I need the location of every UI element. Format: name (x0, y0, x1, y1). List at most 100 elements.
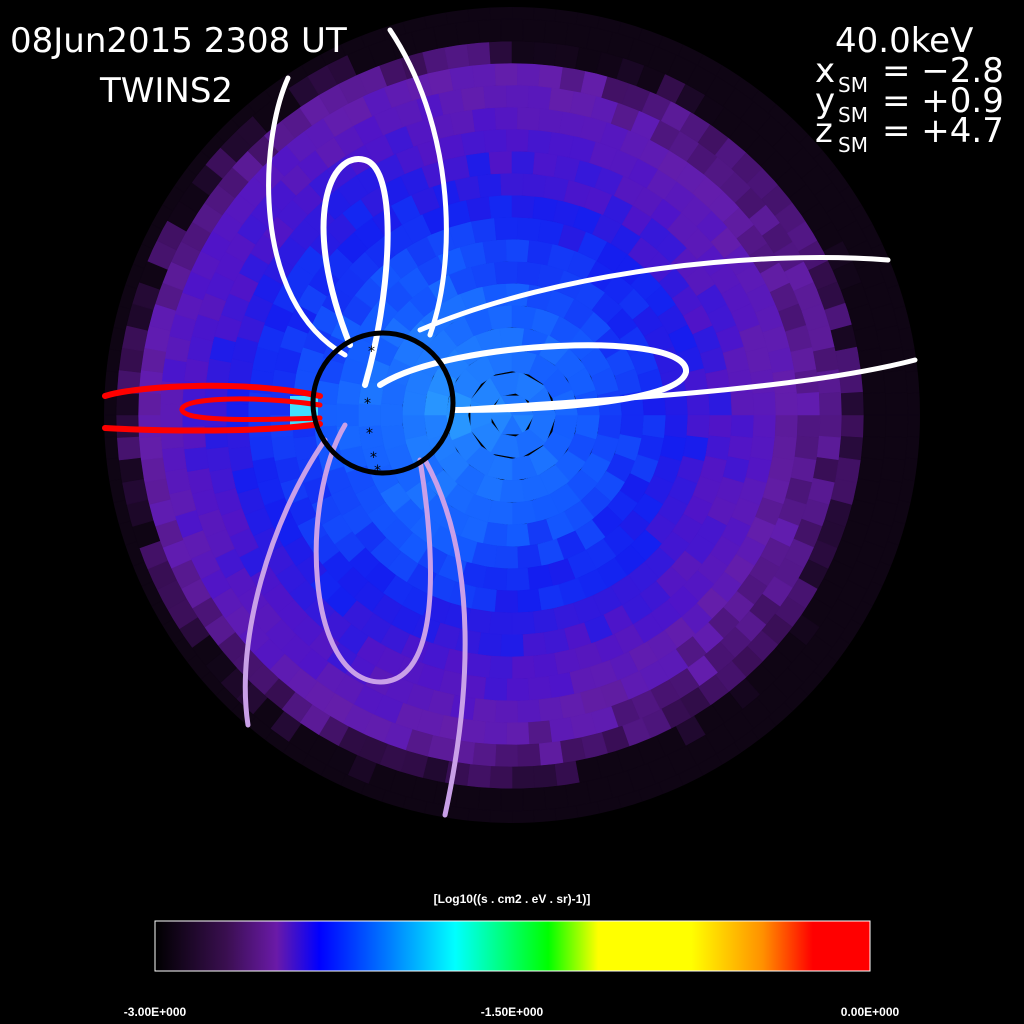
flux-pixel (527, 85, 553, 110)
flux-pixel (883, 436, 908, 461)
flux-pixel (730, 391, 755, 416)
flux-pixel (861, 435, 886, 461)
flux-pixel (532, 41, 558, 66)
flux-pixel (516, 588, 542, 614)
flux-pixel (511, 40, 535, 64)
flux-pixel (460, 130, 487, 156)
flux-pixel (505, 678, 530, 702)
flux-pixel (516, 62, 541, 87)
flux-pixel (488, 194, 513, 219)
coord-sub: SM (838, 133, 868, 157)
flux-pixel (500, 788, 524, 812)
flux-pixel (749, 435, 776, 462)
flux-pixel (505, 128, 530, 152)
flux-pixel (543, 784, 569, 810)
flux-pixel (794, 435, 820, 461)
flux-pixel (465, 652, 492, 679)
flux-pixel (905, 369, 920, 394)
flux-pixel (516, 216, 542, 242)
flux-pixel (494, 744, 519, 768)
svg-text:*: * (374, 463, 381, 479)
coord-axis: y (815, 81, 835, 121)
flux-pixel (477, 632, 502, 658)
flux-pixel (499, 480, 525, 503)
flux-pixel (532, 652, 559, 679)
flux-pixel (505, 238, 530, 263)
flux-pixel (774, 414, 799, 439)
flux-pixel (511, 810, 535, 823)
flux-pixel (708, 391, 733, 416)
flux-pixel (818, 414, 843, 439)
coords: x SM = −2.8 y SM = +0.9 z SM = +4.7 (815, 51, 1004, 157)
flux-pixel (470, 217, 497, 244)
flux-pixel (752, 391, 777, 416)
flux-pixel (885, 392, 909, 416)
flux-pixel (466, 764, 492, 789)
flux-pixel (505, 722, 530, 746)
flux-pixel (880, 457, 906, 483)
flux-pixel (161, 446, 187, 473)
flux-pixel (883, 369, 908, 394)
field-lines (102, 27, 918, 818)
flux-pixel (494, 589, 519, 614)
flux-pixel (861, 369, 886, 395)
flux-pixel (813, 346, 840, 373)
flux-pixel (500, 634, 524, 657)
field-line (313, 422, 433, 685)
field-line (422, 457, 468, 818)
flux-pixel (270, 435, 297, 462)
colorbar-tick-label: 0.00E+000 (841, 1005, 900, 1019)
flux-pixel (489, 810, 513, 823)
flux-pixel (749, 368, 776, 395)
flux-pixel (642, 414, 667, 439)
flux-pixel (205, 446, 232, 472)
flux-pixel (522, 632, 547, 658)
flux-pixel (516, 743, 541, 768)
flux-pixel (493, 260, 519, 285)
flux-pixel (183, 357, 209, 384)
flux-mosaic (104, 7, 920, 823)
colorbar-tick-label: -1.50E+000 (481, 1005, 544, 1019)
flux-pixel (548, 672, 575, 699)
flux-pixel (790, 346, 817, 374)
flux-pixel (466, 7, 491, 22)
flux-pixel (248, 435, 275, 462)
field-line (102, 382, 323, 399)
flux-pixel (137, 414, 161, 438)
flux-pixel (774, 391, 799, 416)
earth-outline (310, 330, 456, 476)
flux-pixel (554, 43, 580, 70)
flux-pixel (471, 698, 497, 723)
flux-pixel (225, 403, 249, 427)
flux-pixel (902, 457, 920, 483)
flux-pixel (522, 787, 547, 812)
flux-pixel (511, 194, 536, 219)
flux-pixel (482, 238, 508, 264)
svg-text:*: * (366, 426, 373, 442)
flux-pixel (466, 808, 491, 823)
flux-pixel (664, 414, 689, 439)
flux-pixel (772, 435, 798, 461)
field-line (102, 421, 323, 434)
energy: 40.0keV (835, 21, 973, 61)
flux-pixel (483, 677, 508, 702)
coord-value: = +0.9 (882, 81, 1004, 121)
flux-pixel (489, 766, 513, 790)
flux-pixel (516, 544, 542, 570)
flux-pixel (444, 43, 470, 70)
flux-pixel (482, 566, 508, 592)
datetime: 08Jun2015 2308 UT (10, 21, 347, 61)
coord-axis: z (815, 111, 833, 151)
flux-pixel (840, 414, 865, 439)
flux-pixel (477, 787, 502, 812)
flux-pixel (140, 457, 167, 483)
colorbar-title: [Log10((s . cm2 . eV . sr)-1)] (434, 892, 591, 906)
flux-pixel (227, 446, 254, 472)
flux-pixel (559, 737, 586, 764)
flux-pixel (554, 7, 580, 25)
flux-pixel (494, 700, 519, 724)
flux-pixel (118, 457, 144, 483)
flux-pixel (488, 150, 513, 175)
